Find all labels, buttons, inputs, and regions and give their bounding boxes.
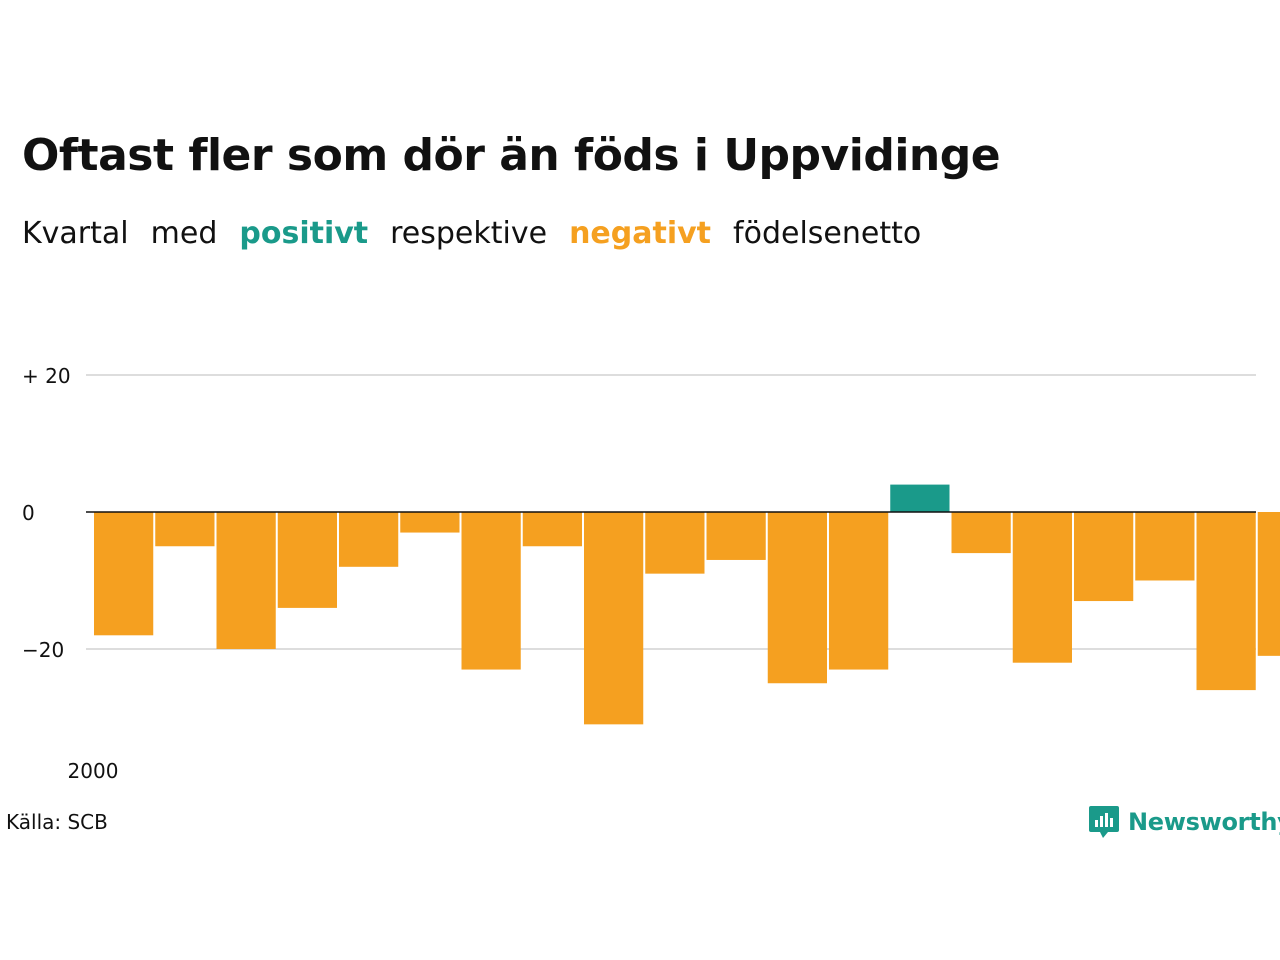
subtitle-word-respektive: respektive xyxy=(390,216,548,251)
bar xyxy=(767,512,827,684)
brand-logo[interactable]: Newsworthy xyxy=(1088,804,1280,840)
bar xyxy=(155,512,215,547)
subtitle: Kvartal med positivt respektive negativt föde… xyxy=(22,216,943,251)
bar xyxy=(890,484,950,512)
y-tick-label: −20 xyxy=(22,638,64,662)
bar xyxy=(645,512,705,574)
brand-name: Newsworthy xyxy=(1128,808,1280,836)
bar xyxy=(951,512,1011,554)
bar xyxy=(584,512,644,725)
bar xyxy=(1196,512,1256,691)
bar xyxy=(829,512,889,670)
bar xyxy=(400,512,460,533)
legend-negative-label: negativt xyxy=(569,216,712,251)
x-tick-label: 2000 xyxy=(68,759,119,783)
bar xyxy=(706,512,766,560)
bar xyxy=(94,512,154,636)
subtitle-word-med: med xyxy=(150,216,218,251)
bar xyxy=(1074,512,1134,602)
bar xyxy=(339,512,399,567)
bar xyxy=(277,512,337,608)
legend-positive-label: positivt xyxy=(239,216,369,251)
y-tick-label: + 20 xyxy=(22,364,71,388)
bar xyxy=(522,512,582,547)
bar xyxy=(1012,512,1072,663)
page-title: Oftast fler som dör än föds i Uppvidinge xyxy=(22,130,1001,181)
bar xyxy=(1257,512,1280,656)
y-tick-label: 0 xyxy=(22,501,35,525)
bar xyxy=(216,512,276,649)
axes: + 200−2020002005201020152020 xyxy=(22,364,1256,783)
subtitle-word-kvartal: Kvartal xyxy=(22,216,129,251)
bars xyxy=(94,484,1280,725)
newsworthy-logo-icon xyxy=(1089,806,1119,838)
source-note: Källa: SCB xyxy=(6,810,108,834)
bar xyxy=(1135,512,1195,581)
subtitle-word-fodelsenetto: födelsenetto xyxy=(733,216,922,251)
bar xyxy=(461,512,521,670)
